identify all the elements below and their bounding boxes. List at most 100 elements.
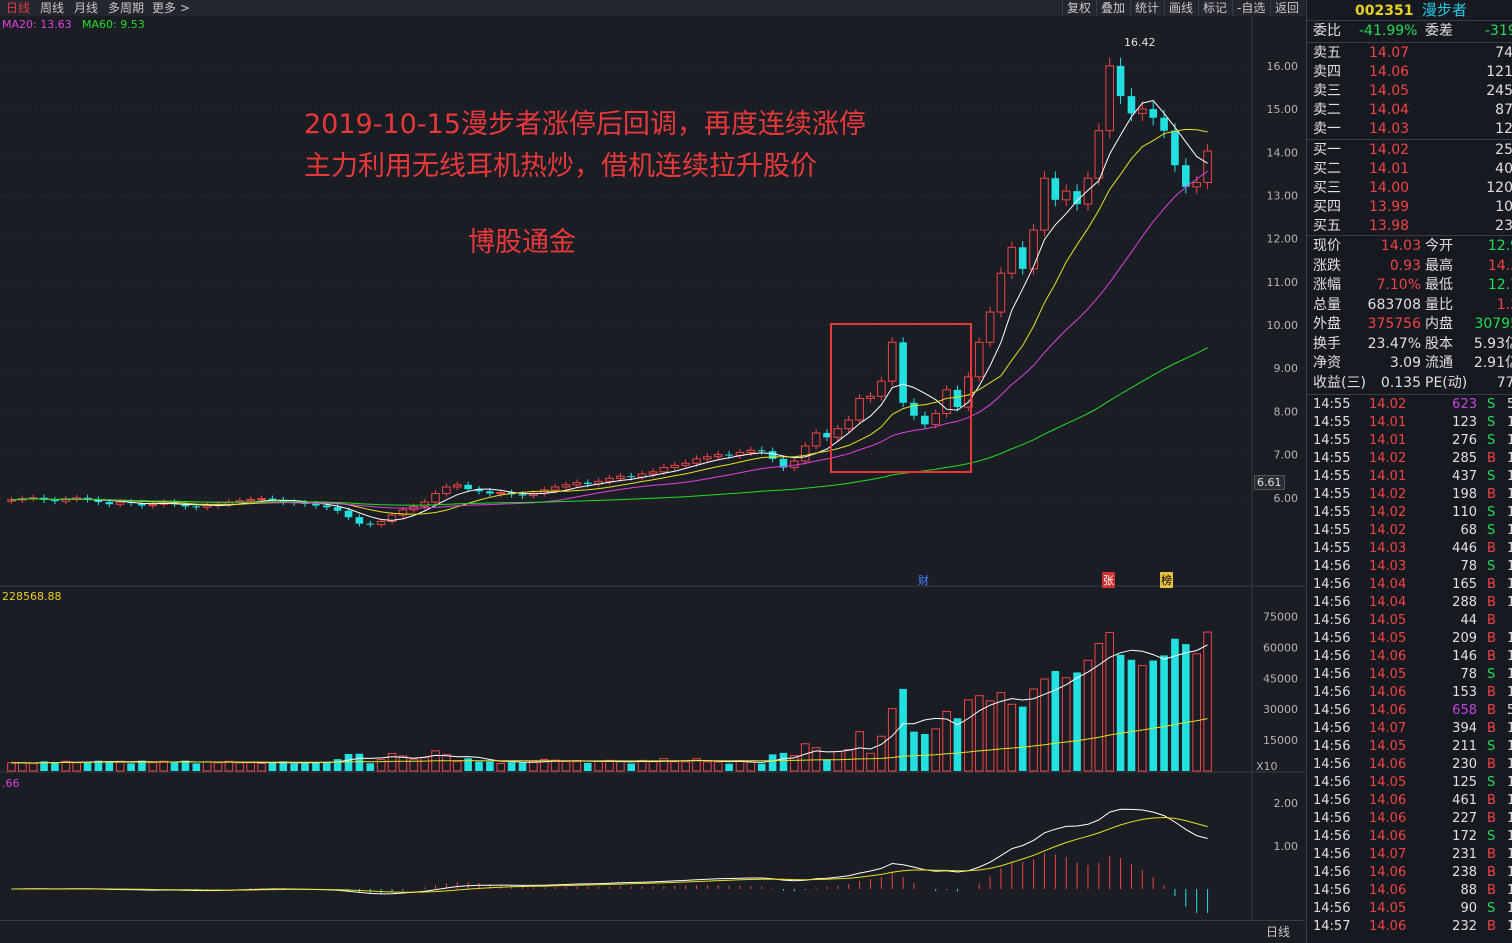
volume-bar	[72, 762, 81, 772]
trade-time: 14:55	[1313, 415, 1351, 430]
stat-value: 23.47%	[1367, 335, 1421, 352]
trade-price: 14.06	[1369, 793, 1407, 808]
trade-volume: 198	[1452, 487, 1477, 502]
remove-watchlist-button[interactable]: -自选	[1232, 0, 1265, 16]
volume-bar	[800, 743, 810, 772]
candle-body	[974, 341, 984, 378]
stat-label: 最低	[1425, 277, 1453, 293]
trade-time: 14:55	[1313, 451, 1351, 466]
ask-level[interactable]: 卖三 14.05 245	[1313, 82, 1512, 101]
trade-count: 5	[1507, 396, 1512, 414]
back-button[interactable]: 返回	[1270, 0, 1299, 16]
volume-bar	[235, 762, 245, 772]
candle-body	[996, 272, 1006, 313]
stat-value: 14.03	[1380, 238, 1421, 254]
ma60-line	[11, 347, 1208, 506]
ma5-line	[11, 99, 1208, 521]
trade-count: 1	[1507, 540, 1512, 558]
stat-value: 0.93	[1389, 257, 1421, 274]
trade-count: 1	[1507, 432, 1512, 450]
trade-side: S	[1487, 415, 1496, 430]
bid-level[interactable]: 买一 14.02 25	[1313, 141, 1512, 160]
ask-level[interactable]: 卖二 14.04 87	[1313, 101, 1512, 120]
weicha-value: -319	[1485, 23, 1512, 39]
trade-volume: 209	[1452, 631, 1477, 646]
trade-count: 1	[1507, 468, 1512, 486]
stat-row: 换手 23.47%股本 5.93亿	[1313, 335, 1512, 354]
trade-price: 14.06	[1369, 829, 1407, 844]
tab-monthly[interactable]: 月线	[74, 1, 99, 15]
volume-bar	[246, 762, 255, 772]
volume-bar	[18, 762, 27, 772]
trade-row: 14:56 14.06 146 B1	[1313, 648, 1512, 666]
candle-body	[279, 499, 288, 503]
volume-bar	[290, 763, 298, 771]
trade-price: 14.03	[1369, 559, 1407, 574]
candle-body	[561, 484, 571, 488]
trade-price: 14.07	[1369, 721, 1407, 736]
trade-volume: 437	[1452, 469, 1477, 484]
volume-bar	[811, 747, 821, 772]
trade-side: B	[1487, 721, 1496, 736]
candle-body	[105, 502, 114, 505]
trade-time: 14:57	[1313, 919, 1351, 934]
tab-weekly[interactable]: 周线	[40, 1, 65, 15]
candle-body	[887, 341, 897, 382]
trade-volume: 658	[1452, 703, 1477, 718]
trade-row: 14:55 14.02 68 S1	[1313, 522, 1512, 540]
volume-bar	[659, 758, 669, 772]
tab-daily[interactable]: 日线	[6, 1, 31, 15]
volume-bar	[942, 710, 951, 772]
macd-tick-label: 1.00	[1274, 840, 1299, 853]
trade-price: 14.04	[1369, 577, 1407, 592]
candle-body	[202, 505, 212, 508]
candle-body	[442, 486, 451, 494]
trade-price: 14.07	[1369, 847, 1407, 862]
volume-bar	[1160, 655, 1168, 771]
macd-tick-label: 2.00	[1274, 797, 1299, 810]
tab-more[interactable]: 更多 >	[152, 1, 190, 15]
ask-level[interactable]: 卖四 14.06 121	[1313, 63, 1512, 82]
trade-time: 14:55	[1313, 487, 1351, 502]
bid-level[interactable]: 买三 14.00 120	[1313, 179, 1512, 198]
volume-ma60-line	[11, 718, 1208, 764]
trade-side: S	[1487, 775, 1496, 790]
period-label[interactable]: 日线	[1266, 925, 1291, 939]
axis-labels: 16.00 15.00 14.00 13.00 12.00 11.00 10.00 9.00 8…	[1263, 60, 1299, 853]
trade-price: 14.06	[1369, 649, 1407, 664]
candle-body	[550, 486, 560, 491]
trade-side: B	[1487, 685, 1496, 700]
bid-level[interactable]: 买五 13.98 23	[1313, 217, 1512, 236]
stat-label: 最高	[1425, 257, 1453, 274]
bid-level[interactable]: 买二 14.01 40	[1313, 160, 1512, 179]
trade-side: S	[1487, 523, 1496, 538]
trade-volume: 110	[1452, 505, 1477, 520]
overlay-button[interactable]: 叠加	[1096, 0, 1125, 16]
draw-line-button[interactable]: 画线	[1164, 0, 1193, 16]
ask-level[interactable]: 卖一 14.03 12	[1313, 120, 1512, 139]
bid-label: 买四	[1313, 199, 1341, 215]
ask-level[interactable]: 卖五 14.07 74	[1313, 44, 1512, 63]
candle-body	[496, 492, 506, 495]
annotation-line-1: 2019-10-15漫步者涨停后回调，再度连续涨停	[304, 109, 866, 140]
volume-bar	[344, 753, 353, 771]
mark-button[interactable]: 标记	[1198, 0, 1227, 16]
price-tick-label: 16.00	[1267, 60, 1299, 73]
bid-level[interactable]: 买四 13.99 10	[1313, 198, 1512, 217]
volume-bar	[627, 763, 636, 771]
stats-button[interactable]: 统计	[1130, 0, 1159, 16]
trade-price: 14.01	[1369, 415, 1407, 430]
restore-rights-button[interactable]: 复权	[1062, 0, 1091, 16]
trade-count: 1	[1507, 558, 1512, 576]
candle-body	[83, 497, 92, 500]
tab-multi-period[interactable]: 多周期	[108, 1, 145, 15]
volume-bar	[974, 695, 984, 772]
volume-bar	[681, 761, 690, 772]
trade-side: S	[1487, 469, 1496, 484]
stock-chart[interactable]: 16.00 15.00 14.00 13.00 12.00 11.00 10.00 9.00 8…	[0, 16, 1305, 920]
volume-bar	[518, 762, 527, 771]
price-tick-label: 7.00	[1274, 449, 1299, 462]
